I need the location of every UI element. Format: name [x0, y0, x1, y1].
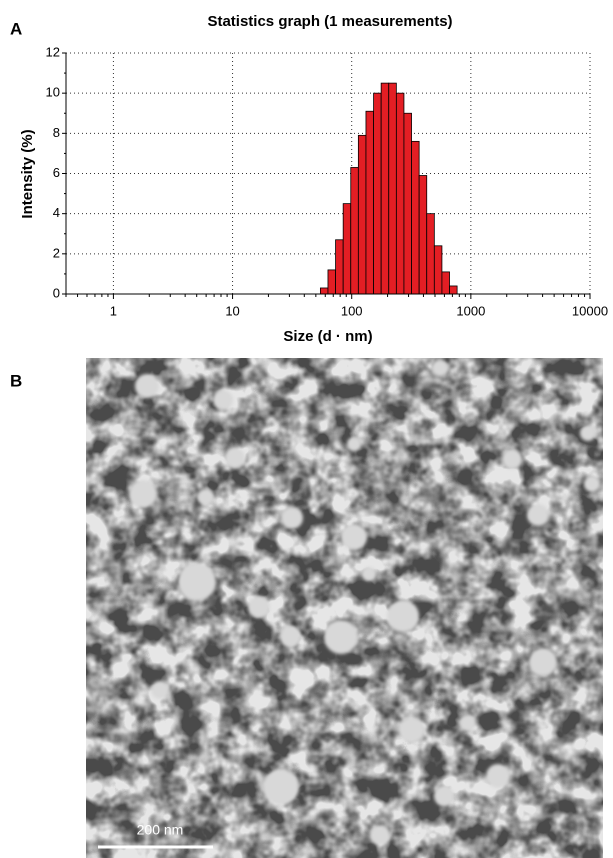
- x-axis-label: Size (d · nm): [283, 328, 372, 345]
- bar: [335, 239, 344, 295]
- bar: [433, 245, 443, 295]
- bar: [395, 92, 405, 295]
- bar: [380, 82, 390, 295]
- bar: [342, 203, 352, 295]
- x-tick-label: 10000: [572, 303, 608, 318]
- x-tick-label: 1000: [456, 303, 485, 318]
- chart-title: Statistics graph (1 measurements): [207, 13, 452, 30]
- x-tick-label: 10: [225, 303, 239, 318]
- plot: 0 2 4 6 8 10 12 1 10 100 1000 10000: [46, 44, 609, 318]
- bar: [411, 140, 420, 295]
- scale-bar-label: 200 nm: [137, 822, 184, 838]
- y-axis-label: Intensity (%): [19, 129, 36, 218]
- y-tick-label: 8: [53, 125, 60, 140]
- micrograph-texture: [86, 358, 603, 858]
- bar: [365, 110, 374, 295]
- panel-label: B: [10, 371, 22, 390]
- bar: [441, 271, 450, 295]
- bar: [418, 175, 428, 295]
- y-tick-label: 6: [53, 165, 60, 180]
- x-tick-label: 1: [110, 303, 117, 318]
- panel-label: A: [10, 19, 22, 38]
- bar: [373, 92, 382, 295]
- bar: [426, 213, 435, 295]
- particles: [129, 360, 600, 845]
- y-tick-label: 12: [46, 44, 60, 59]
- y-tick-label: 2: [53, 245, 60, 260]
- bar: [350, 167, 359, 295]
- bar: [319, 287, 329, 295]
- y-tick-label: 10: [46, 85, 60, 100]
- bar: [357, 134, 367, 295]
- micrograph: 200 nm: [86, 358, 603, 858]
- x-tick-label: 100: [341, 303, 363, 318]
- y-tick-label: 0: [53, 285, 60, 300]
- bar: [388, 82, 397, 295]
- bar: [403, 112, 412, 295]
- bar: [327, 269, 336, 295]
- bar: [449, 285, 458, 295]
- y-tick-label: 4: [53, 205, 60, 220]
